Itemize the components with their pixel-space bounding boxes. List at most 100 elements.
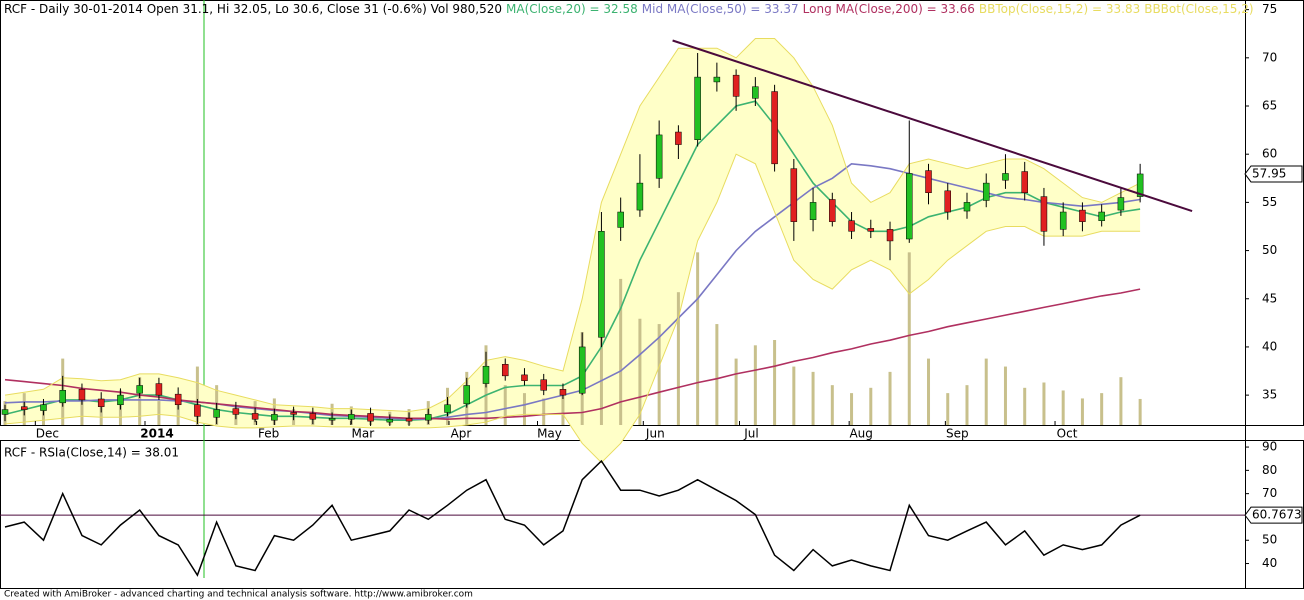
x-tick-label: Sep: [946, 427, 969, 441]
rsi-panel: [0, 440, 1304, 589]
candle-body: [636, 182, 644, 211]
candle-body: [367, 413, 374, 422]
candle-body: [886, 229, 894, 242]
y-tick-label: 40: [1262, 339, 1277, 353]
x-tick-label: Oct: [1057, 427, 1078, 441]
candle-body: [194, 404, 201, 417]
candle-body: [713, 76, 721, 83]
x-tick-label: Aug: [849, 427, 872, 441]
volume-bar: [157, 401, 161, 425]
last-value-label: 60.7673: [1252, 508, 1302, 522]
volume-bar: [1080, 398, 1084, 425]
footer: Created with AmiBroker - advanced charti…: [4, 590, 473, 600]
volume-bar: [1061, 390, 1065, 425]
candle-body: [617, 211, 624, 228]
y-tick-label: 60: [1262, 147, 1277, 161]
candle-body: [694, 76, 701, 140]
volume-bar: [542, 398, 546, 425]
volume-bar: [1023, 387, 1027, 425]
legend-entry: MA(Close,20) = 32.58: [506, 2, 638, 16]
last-value-tag: [1244, 165, 1303, 183]
volume-bar: [1003, 366, 1007, 425]
volume-bar: [195, 366, 199, 425]
candle-body: [771, 91, 778, 165]
candle-body: [1136, 173, 1144, 197]
volume-bar: [773, 340, 777, 425]
candle-body: [348, 414, 355, 420]
y-tick-label: 70: [1262, 486, 1277, 500]
candle-body: [213, 409, 220, 418]
x-tick-label: Jul: [743, 427, 758, 441]
bollinger-band: [5, 38, 1141, 463]
candle-body: [59, 390, 66, 404]
y-tick-label: 90: [1262, 440, 1277, 454]
candle-body: [482, 365, 490, 384]
volume-bar: [1119, 377, 1123, 425]
candle-body: [386, 418, 394, 423]
candle-body: [117, 394, 124, 406]
candle-body: [752, 86, 759, 99]
volume-bar: [696, 252, 700, 425]
x-tick-label: Jun: [645, 427, 665, 441]
legend-entry: Long MA(Close,200) = 33.66: [803, 2, 975, 16]
candle-body: [848, 220, 855, 232]
volume-bar: [984, 358, 988, 425]
candle-body: [809, 202, 817, 220]
x-tick-label: 2014: [140, 427, 173, 441]
bollinger-line: [4, 153, 1141, 464]
volume-bar: [888, 371, 892, 425]
candle-body: [290, 412, 297, 415]
volume-bar: [657, 324, 661, 425]
panel-title: RCF - RSIa(Close,14) = 38.01: [4, 446, 179, 460]
candle-body: [405, 418, 413, 422]
y-tick-label: 40: [1262, 556, 1277, 570]
candle-body: [1098, 211, 1105, 221]
volume-bar: [176, 398, 180, 425]
candle-body: [136, 385, 143, 394]
candle-body: [1021, 171, 1028, 193]
volume-bar: [792, 366, 796, 425]
candle-body: [463, 385, 471, 405]
candle-body: [867, 228, 875, 232]
volume-bar: [503, 385, 507, 425]
volume-bar: [965, 385, 969, 425]
volume-bar: [561, 390, 565, 425]
rsi-line: [4, 459, 1141, 577]
candle-body: [328, 418, 336, 421]
volume-bar: [522, 393, 526, 425]
volume-bar: [138, 377, 142, 425]
panel-title: RCF - Daily 30-01-2014 Open 31.1, Hi 32.…: [4, 2, 1254, 16]
volume-bar: [753, 345, 757, 425]
legend-entry: BBTop(Close,15,2) = 33.83: [979, 2, 1140, 16]
candle-body: [675, 131, 682, 145]
x-tick-label: Mar: [352, 427, 375, 441]
candle-body: [1059, 211, 1067, 230]
y-tick-label: 50: [1262, 533, 1277, 547]
candle-body: [174, 393, 182, 406]
volume-bar: [734, 358, 738, 425]
candle-body: [829, 199, 836, 222]
volume-bar: [927, 358, 931, 425]
volume-bar: [715, 324, 719, 425]
title: RCF - Daily 30-01-2014 Open 31.1, Hi 32.…: [4, 2, 502, 16]
candle-body: [444, 404, 451, 413]
ma-line: [4, 288, 1141, 421]
candle-body: [501, 364, 509, 377]
volume-bar: [907, 252, 911, 425]
candle-body: [40, 404, 47, 411]
x-tick-label: Dec: [36, 427, 59, 441]
bollinger-line: [4, 38, 1141, 413]
candle-body: [598, 231, 605, 338]
candle-body: [78, 389, 86, 401]
volume-bar: [638, 318, 642, 425]
volume-bar: [811, 371, 815, 425]
y-tick-label: 35: [1262, 388, 1277, 402]
y-tick-label: 70: [1262, 50, 1277, 64]
candle-body: [155, 383, 163, 396]
volume-bar: [1100, 393, 1104, 425]
x-tick-label: May: [537, 427, 562, 441]
candle-body: [271, 414, 278, 421]
x-tick-label: Feb: [258, 427, 279, 441]
y-tick-label: 45: [1262, 291, 1277, 305]
